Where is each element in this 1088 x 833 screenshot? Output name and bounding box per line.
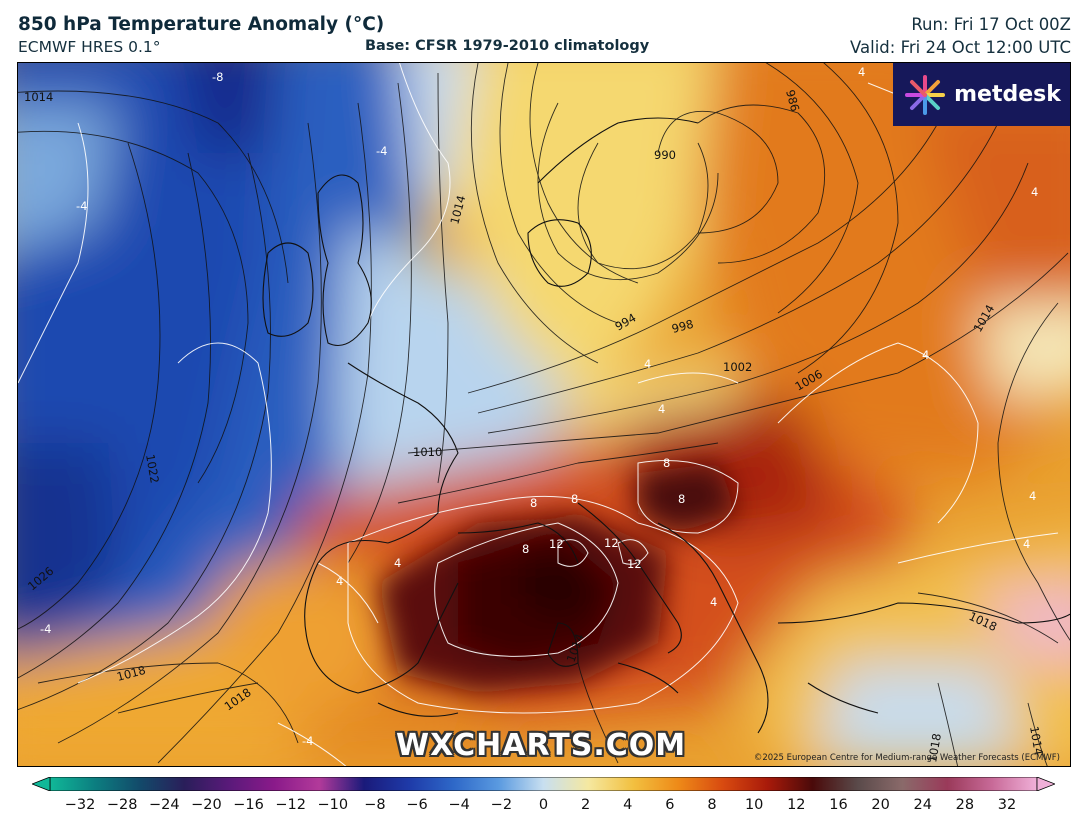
colorbar-tick-label: 20 [871, 797, 890, 813]
colorbar-tick-label: 8 [707, 797, 717, 813]
pressure-labels: 1014 1022 1026 1018 1018 1010 986 994 99… [24, 88, 1046, 763]
copyright-notice: ©2025 European Centre for Medium-range W… [753, 753, 1060, 763]
pressure-label: 990 [654, 148, 676, 162]
anomaly-label: 4 [710, 595, 717, 609]
model-label: ECMWF HRES 0.1° [18, 38, 161, 56]
anomaly-label: 8 [663, 456, 670, 470]
colorbar [30, 776, 1057, 792]
colorbar-tick-label: 6 [665, 797, 675, 813]
pressure-label: 1022 [143, 453, 162, 484]
colorbar-tick-label: 24 [913, 797, 932, 813]
wxcharts-watermark: WXCHARTS.COM [396, 728, 687, 763]
anomaly-label: -4 [376, 144, 387, 158]
colorbar-tick-label: −12 [275, 797, 306, 813]
colorbar-tick-label: 0 [538, 797, 549, 813]
metdesk-logo: metdesk [893, 63, 1070, 126]
chart-title: 850 hPa Temperature Anomaly (°C) [18, 14, 385, 35]
anomaly-label: 8 [522, 542, 529, 556]
anomaly-map[interactable]: 1014 1022 1026 1018 1018 1010 986 994 99… [17, 62, 1071, 767]
colorbar-gradient [49, 776, 1038, 792]
colorbar-tick-label: 12 [787, 797, 806, 813]
anomaly-label: 8 [571, 492, 578, 506]
isobars [18, 63, 1070, 766]
anomaly-label: -4 [40, 622, 51, 636]
colorbar-tick-label: −6 [406, 797, 428, 813]
colorbar-high-arrow [1036, 776, 1057, 792]
anomaly-label: 4 [644, 357, 651, 371]
colorbar-tick-label: 16 [829, 797, 848, 813]
anomaly-core [378, 463, 738, 693]
colorbar-tick-label: −16 [233, 797, 264, 813]
pressure-label: 1002 [723, 360, 752, 374]
run-time-label: Run: Fri 17 Oct 00Z [911, 15, 1071, 34]
anomaly-label: 12 [604, 536, 619, 550]
anomaly-label: 4 [858, 65, 865, 79]
anomaly-label: 4 [336, 574, 343, 588]
colorbar-tick-label: −20 [191, 797, 222, 813]
pressure-label: 986 [783, 88, 802, 113]
anomaly-contours [18, 63, 1059, 766]
anomaly-label: -4 [76, 199, 87, 213]
pressure-label: 1018 [925, 732, 944, 763]
colorbar-tick-label: 4 [623, 797, 633, 813]
colorbar-tick-label: 2 [581, 797, 591, 813]
colorbar-tick-label: 32 [997, 797, 1017, 813]
colorbar-low-arrow [30, 776, 51, 792]
anomaly-label: 12 [627, 557, 642, 571]
anomaly-label: 8 [530, 496, 537, 510]
colorbar-tick-label: 28 [955, 797, 975, 813]
anomaly-label: 4 [394, 556, 401, 570]
pressure-label: 1014 [1027, 725, 1046, 756]
colorbar-swatches [30, 776, 1057, 792]
anomaly-label: 4 [1031, 185, 1038, 199]
colorbar-tick-label: −28 [106, 797, 138, 813]
anomaly-label: 4 [1023, 537, 1030, 551]
climatology-base-label: Base: CFSR 1979-2010 climatology [365, 38, 650, 54]
colorbar-tick-label: −10 [317, 797, 349, 813]
colorbar-tick-label: −24 [148, 797, 180, 813]
colorbar-tick-label: −4 [448, 797, 470, 813]
anomaly-label: -8 [212, 70, 223, 84]
colorbar-tick-label: −32 [64, 797, 96, 813]
map-canvas: 1014 1022 1026 1018 1018 1010 986 994 99… [18, 63, 1070, 766]
anomaly-label: 8 [678, 492, 685, 506]
coastlines [262, 117, 1070, 734]
logo-text: metdesk [954, 82, 1061, 107]
anomaly-label: 12 [549, 537, 564, 551]
pressure-label: 1010 [413, 445, 442, 459]
colorbar-tick-label: −8 [364, 797, 386, 813]
anomaly-label: -4 [302, 734, 313, 748]
colorbar-tick-labels: −32 −28 −24 −20 −16 −12 −10 −8 −6 −4 −2 0 2 4 6 8 10 12 16… [0, 797, 1088, 817]
flower-burst-icon [905, 74, 946, 115]
anomaly-label: 4 [922, 348, 929, 362]
pressure-label: 998 [670, 317, 695, 336]
colorbar-tick-label: 10 [744, 797, 764, 813]
anomaly-field-smooth [18, 63, 1070, 766]
anomaly-label: 4 [1029, 489, 1036, 503]
colorbar-tick-label: −2 [490, 797, 513, 813]
anomaly-label: 4 [658, 402, 665, 416]
pressure-label: 1014 [24, 90, 53, 104]
valid-time-label: Valid: Fri 24 Oct 12:00 UTC [850, 38, 1071, 57]
anomaly-labels: -8 -4 -4 -4 -4 4 4 4 4 4 4 4 4 4 4 8 8 8… [40, 65, 1038, 748]
